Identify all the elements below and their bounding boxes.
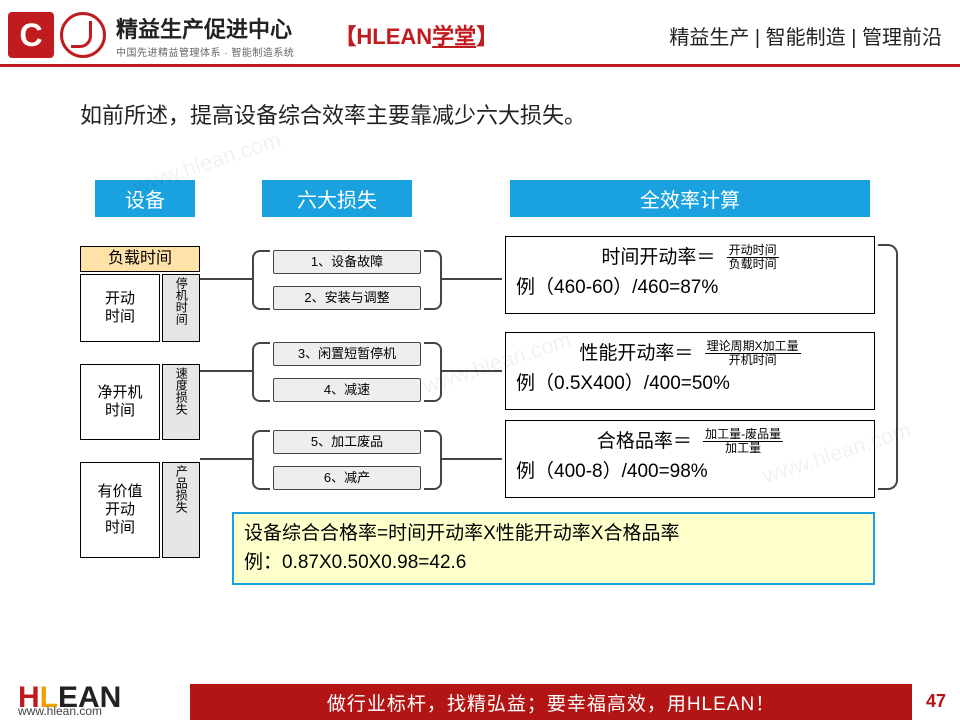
loss-item-2: 2、安装与调整 [273, 286, 421, 310]
col-head-efficiency: 全效率计算 [510, 180, 870, 217]
summary-line2: 例：0.87X0.50X0.98=42.6 [244, 549, 863, 578]
overall-bracket [878, 244, 898, 490]
summary-box: 设备综合合格率=时间开动率X性能开动率X合格品率 例：0.87X0.50X0.9… [232, 512, 875, 585]
bracket-left-3 [252, 430, 270, 490]
org-title: 精益生产促进中心 [116, 12, 294, 44]
footer-url: www.hlean.com [18, 704, 102, 718]
formula-box-1: 时间开动率＝ 开动时间 负载时间 例（460-60）/460=87% [505, 236, 875, 314]
header-rule-right [360, 64, 960, 67]
time-bar-1: 开动时间 [80, 274, 160, 342]
formula-1-name: 时间开动率＝ [601, 243, 715, 273]
loss-item-3: 3、闲置短暂停机 [273, 342, 421, 366]
org-block: 精益生产促进中心 中国先进精益管理体系 · 智能制造系统 [116, 12, 294, 59]
org-subtitle: 中国先进精益管理体系 · 智能制造系统 [116, 44, 294, 59]
connector-l3 [200, 458, 252, 460]
time-loss-2: 速度损失 [162, 364, 200, 440]
time-loss-3: 产品损失 [162, 462, 200, 558]
col-head-equipment: 设备 [95, 180, 195, 217]
brand-part2: 学堂 [432, 24, 476, 49]
formula-box-2: 性能开动率＝ 理论周期X加工量 开机时间 例（0.5X400）/400=50% [505, 332, 875, 410]
page-number: 47 [926, 691, 946, 712]
logo-circle-icon [60, 12, 106, 58]
connector-r1 [442, 278, 502, 280]
time-bar-2: 净开机时间 [80, 364, 160, 440]
bracket-right-2 [424, 342, 442, 402]
formula-1-fraction: 开动时间 负载时间 [727, 244, 779, 271]
loss-item-4: 4、减速 [273, 378, 421, 402]
intro-text: 如前所述，提高设备综合效率主要靠减少六大损失。 [80, 98, 586, 130]
logo-square: C [8, 12, 54, 58]
bracket-left-1 [252, 250, 270, 310]
connector-r3 [442, 458, 502, 460]
loss-item-6: 6、减产 [273, 466, 421, 490]
loss-item-5: 5、加工废品 [273, 430, 421, 454]
connector-l2 [200, 370, 252, 372]
load-time-bar: 负载时间 [80, 246, 200, 272]
brand-part3: 】 [476, 24, 498, 49]
brand-label: 【HLEAN学堂】 [334, 19, 498, 51]
formula-2-example: 例（0.5X400）/400=50% [516, 369, 864, 399]
formula-3-fraction: 加工量-废品量 加工量 [703, 428, 783, 455]
loss-item-1: 1、设备故障 [273, 250, 421, 274]
footer-slogan-bar: 做行业标杆，找精弘益；要幸福高效，用HLEAN！ [190, 684, 912, 720]
header-rule-left [0, 64, 360, 67]
formula-3-name: 合格品率＝ [597, 427, 692, 457]
summary-line1: 设备综合合格率=时间开动率X性能开动率X合格品率 [244, 520, 863, 549]
bracket-right-1 [424, 250, 442, 310]
connector-l1 [200, 278, 252, 280]
header-tagline: 精益生产 | 智能制造 | 管理前沿 [669, 21, 942, 50]
bracket-left-2 [252, 342, 270, 402]
formula-3-example: 例（400-8）/400=98% [516, 457, 864, 487]
time-loss-1: 停机时间 [162, 274, 200, 342]
time-bar-3: 有价值开动时间 [80, 462, 160, 558]
formula-2-name: 性能开动率＝ [579, 339, 693, 369]
bracket-right-3 [424, 430, 442, 490]
formula-box-3: 合格品率＝ 加工量-废品量 加工量 例（400-8）/400=98% [505, 420, 875, 498]
connector-r2 [442, 370, 502, 372]
formula-1-example: 例（460-60）/460=87% [516, 273, 864, 303]
col-head-six-losses: 六大损失 [262, 180, 412, 217]
header-bar: C 精益生产促进中心 中国先进精益管理体系 · 智能制造系统 【HLEAN学堂】… [0, 0, 960, 70]
formula-2-fraction: 理论周期X加工量 开机时间 [705, 340, 801, 367]
brand-part1: 【HLEAN [334, 24, 432, 49]
